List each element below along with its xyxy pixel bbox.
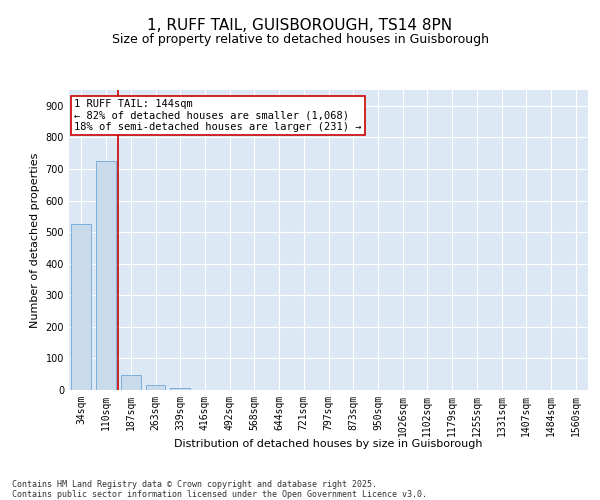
Text: 1 RUFF TAIL: 144sqm
← 82% of detached houses are smaller (1,068)
18% of semi-det: 1 RUFF TAIL: 144sqm ← 82% of detached ho… (74, 99, 362, 132)
Text: 1, RUFF TAIL, GUISBOROUGH, TS14 8PN: 1, RUFF TAIL, GUISBOROUGH, TS14 8PN (148, 18, 452, 32)
Bar (96, 161, 116, 390)
Bar (170, 388, 190, 390)
Bar (146, 386, 166, 390)
X-axis label: Distribution of detached houses by size in Guisborough: Distribution of detached houses by size … (174, 439, 483, 449)
Bar (121, 375, 140, 390)
Text: Size of property relative to detached houses in Guisborough: Size of property relative to detached ho… (112, 32, 488, 46)
Bar (71, 224, 91, 390)
Text: Contains HM Land Registry data © Crown copyright and database right 2025.
Contai: Contains HM Land Registry data © Crown c… (12, 480, 427, 499)
Y-axis label: Number of detached properties: Number of detached properties (30, 152, 40, 328)
